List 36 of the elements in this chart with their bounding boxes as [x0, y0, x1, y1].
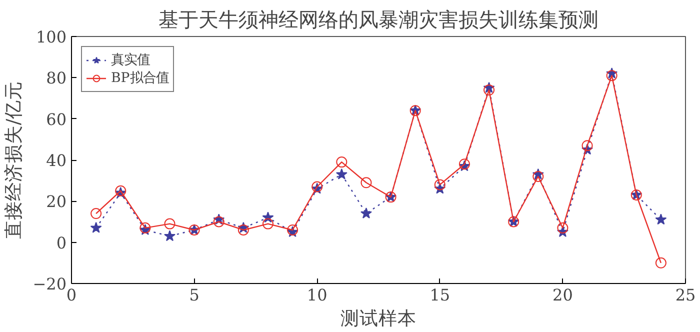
y-axis-title: 直接经济损失/亿元	[2, 80, 25, 240]
point	[213, 216, 224, 228]
x-tick-label: 25	[675, 286, 696, 304]
point	[484, 84, 495, 96]
point	[582, 140, 593, 152]
point	[655, 214, 667, 225]
y-tick-label: 40	[46, 151, 66, 170]
point	[532, 170, 544, 182]
point	[262, 218, 274, 230]
x-tick-label: 20	[552, 286, 573, 304]
legend-label: BP拟合值	[111, 70, 169, 87]
chart-title: 基于天牛须神经网络的风暴潮灾害损失训练集预测	[158, 8, 598, 32]
y-tick-label: 80	[46, 68, 66, 88]
y-tick-label: −20	[32, 274, 66, 294]
point	[336, 168, 348, 180]
x-axis-title: 测试样本	[340, 308, 416, 330]
y-tick-label: 0	[56, 233, 67, 252]
point	[90, 222, 102, 233]
point	[655, 257, 666, 268]
point	[557, 222, 568, 234]
y-tick-label: 100	[36, 28, 67, 46]
point	[238, 224, 249, 236]
legend-label: 真实值	[111, 52, 150, 69]
point	[164, 230, 176, 242]
x-tick-label: 10	[306, 286, 328, 304]
y-tick-label: 20	[46, 192, 66, 212]
point	[360, 177, 372, 188]
x-tick-label: 15	[430, 286, 450, 304]
point	[360, 208, 372, 218]
point	[90, 208, 102, 220]
point	[336, 156, 348, 168]
x-tick-label: 5	[189, 286, 200, 304]
point	[164, 218, 176, 230]
point	[606, 70, 618, 82]
point	[434, 179, 446, 190]
y-tick-label: 60	[46, 110, 66, 129]
